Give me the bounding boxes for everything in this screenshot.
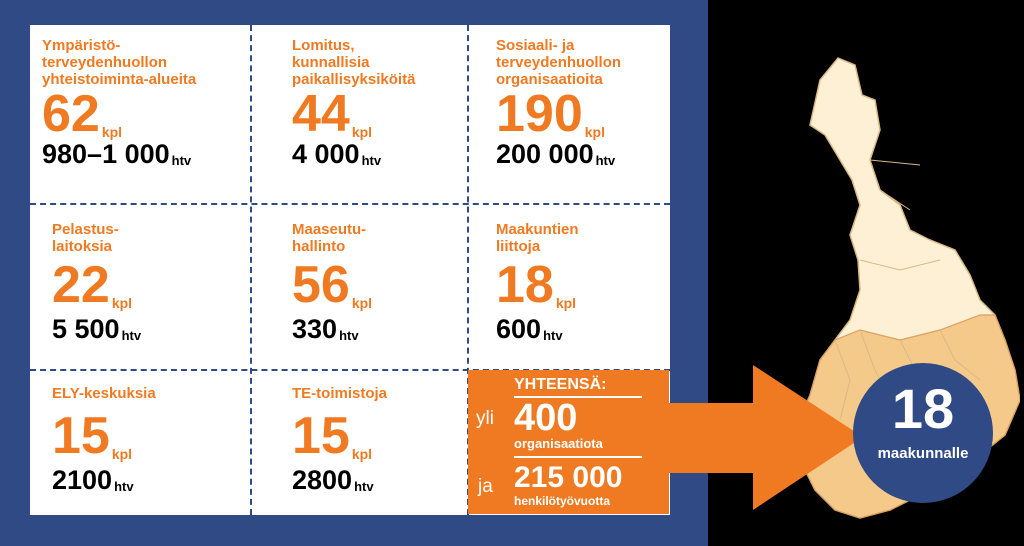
stat-label: ELY-keskuksia	[52, 385, 156, 402]
stat-htv-unit: htv	[121, 328, 142, 343]
stat-htv: 2800	[292, 465, 353, 495]
stat-htv: 4 000	[292, 139, 360, 169]
total-box: YHTEENSÄ: yli 400 organisaatiota ja 215 …	[468, 370, 669, 514]
divider	[30, 203, 670, 205]
stat-htv: 330	[292, 314, 338, 344]
total-prefix-2: ja	[478, 476, 493, 497]
stats-grid: Ympäristö- terveydenhuollon yhteistoimin…	[30, 25, 670, 515]
stat-unit: kpl	[101, 124, 123, 140]
stat-unit: kpl	[351, 295, 373, 311]
stat-htv: 980–1 000	[42, 139, 170, 169]
stat-unit: kpl	[584, 124, 605, 140]
stat-unit: kpl	[351, 446, 373, 462]
stat-cell: Maakuntien liittoja 18 kpl 600 htv	[496, 221, 579, 343]
stat-count: 18	[496, 256, 554, 314]
total-caption-1: organisaatiota	[514, 436, 603, 451]
stat-count: 44	[292, 85, 350, 143]
stat-htv-unit: htv	[354, 479, 374, 494]
stat-htv: 2100	[52, 465, 113, 495]
left-panel: Ympäristö- terveydenhuollon yhteistoimin…	[0, 0, 708, 546]
stat-label: Lomitus, kunnallisia paikallisyksiköitä	[292, 37, 416, 88]
stat-htv-unit: htv	[361, 153, 382, 168]
total-caption-2: henkilötyövuotta	[514, 494, 611, 508]
stat-label: Maakuntien liittoja	[496, 221, 579, 255]
stat-cell: Maaseutu- hallinto 56 kpl 330 htv	[292, 221, 372, 343]
total-prefix-1: yli	[476, 408, 494, 429]
stat-cell: Sosiaali- ja terveydenhuollon organisaat…	[496, 37, 621, 168]
stat-count: 15	[52, 407, 110, 465]
total-rule	[514, 456, 642, 458]
stat-count: 190	[496, 85, 583, 143]
stat-cell: Pelastus- laitoksia 22 kpl 5 500 htv	[52, 221, 141, 343]
total-person-years: 215 000	[514, 461, 623, 494]
stat-unit: kpl	[111, 446, 133, 462]
stat-label: TE-toimistoja	[292, 385, 388, 402]
stat-htv: 600	[496, 314, 542, 344]
stat-cell: Ympäristö- terveydenhuollon yhteistoimin…	[42, 37, 196, 168]
stat-htv-unit: htv	[339, 328, 359, 343]
stat-count: 22	[52, 256, 110, 314]
total-rule	[514, 396, 642, 398]
stat-label: Ympäristö- terveydenhuollon yhteistoimin…	[42, 37, 197, 88]
stat-unit: kpl	[351, 124, 373, 140]
divider	[250, 25, 252, 515]
stat-unit: kpl	[555, 295, 577, 311]
stat-count: 56	[292, 256, 350, 314]
divider	[467, 25, 469, 515]
stat-htv: 5 500	[52, 314, 120, 344]
stat-label: Sosiaali- ja terveydenhuollon organisaat…	[496, 37, 622, 88]
stat-cell: Lomitus, kunnallisia paikallisyksiköitä …	[292, 37, 415, 168]
stat-htv-unit: htv	[595, 153, 616, 168]
target-number: 18	[891, 377, 955, 440]
total-organisations: 400	[514, 397, 578, 439]
stat-label: Maaseutu- hallinto	[292, 221, 367, 255]
arrow-icon	[668, 365, 863, 510]
stat-unit: kpl	[111, 295, 133, 311]
stat-label: Pelastus- laitoksia	[52, 221, 119, 255]
stat-count: 15	[292, 407, 350, 465]
stat-htv-unit: htv	[114, 479, 134, 494]
target-label: maakunnalle	[877, 445, 969, 462]
stat-htv: 200 000	[496, 139, 594, 169]
divider	[30, 369, 670, 371]
stat-htv-unit: htv	[171, 153, 192, 168]
stat-cell: ELY-keskuksia 15 kpl 2100 htv	[52, 385, 156, 494]
stat-cell: TE-toimistoja 15 kpl 2800 htv	[292, 385, 387, 494]
stat-htv-unit: htv	[543, 328, 563, 343]
stat-count: 62	[42, 85, 100, 143]
target-circle: 18 maakunnalle	[853, 363, 993, 503]
total-heading: YHTEENSÄ:	[514, 376, 607, 393]
